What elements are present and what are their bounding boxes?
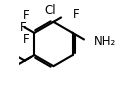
Text: NH₂: NH₂ — [94, 34, 116, 48]
Text: F: F — [23, 9, 30, 22]
Text: Cl: Cl — [45, 4, 56, 17]
Text: F: F — [73, 8, 79, 21]
Text: F: F — [20, 21, 27, 34]
Text: F: F — [23, 33, 30, 46]
